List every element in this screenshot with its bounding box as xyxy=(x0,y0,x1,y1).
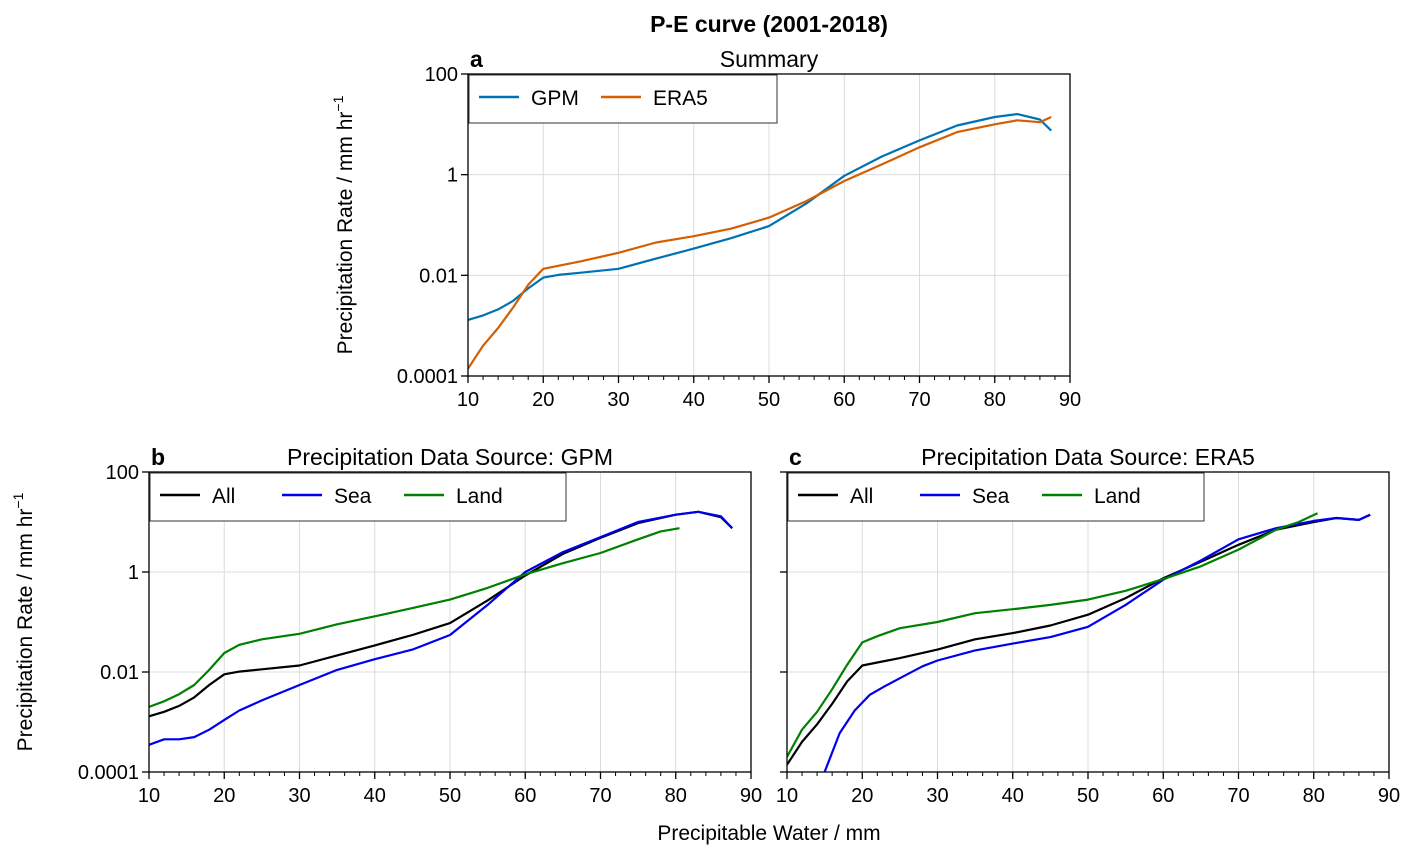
legend-box xyxy=(468,74,778,124)
legend-box xyxy=(149,472,567,522)
legend-label-all: All xyxy=(850,485,873,508)
x-tick-label: 80 xyxy=(984,389,1006,411)
y-axis-label-exponent: −1 xyxy=(330,95,346,111)
series-line-land xyxy=(787,512,1318,758)
x-tick-label: 20 xyxy=(532,389,554,411)
series-line-all xyxy=(149,510,733,718)
x-tick-label: 70 xyxy=(1227,785,1249,807)
x-tick-label: 50 xyxy=(1077,785,1099,807)
series-line-all xyxy=(787,513,1371,766)
figure-suptitle: P-E curve (2001-2018) xyxy=(650,11,888,37)
y-axis-label: Precipitation Rate / mm hr−1 xyxy=(10,492,37,751)
y-axis-label: Precipitation Rate / mm hr−1 xyxy=(330,95,357,354)
y-axis-label-exponent: −1 xyxy=(10,492,26,508)
x-tick-label: 80 xyxy=(1303,785,1325,807)
legend-box xyxy=(787,472,1205,522)
y-tick-label: 0.01 xyxy=(419,265,458,287)
panel-title: Summary xyxy=(720,46,819,72)
series-line-sea xyxy=(823,513,1371,772)
panel-label: b xyxy=(151,444,165,470)
y-tick-label: 100 xyxy=(425,64,458,86)
legend-label-gpm: GPM xyxy=(531,87,579,110)
x-tick-label: 30 xyxy=(288,785,310,807)
panel-label: a xyxy=(470,46,483,72)
x-tick-label: 10 xyxy=(776,785,798,807)
series-line-gpm xyxy=(468,112,1052,321)
y-axis-label-text: Precipitation Rate / mm hr xyxy=(14,509,37,752)
x-tick-label: 40 xyxy=(1002,785,1024,807)
y-tick-label: 100 xyxy=(106,462,139,484)
y-tick-label: 0.01 xyxy=(100,662,139,684)
x-tick-label: 30 xyxy=(607,389,629,411)
panel-title: Precipitation Data Source: GPM xyxy=(287,444,613,470)
legend-label-land: Land xyxy=(1094,485,1141,508)
legend-label-land: Land xyxy=(456,485,503,508)
x-tick-label: 10 xyxy=(138,785,160,807)
y-tick-label: 0.0001 xyxy=(78,762,139,784)
y-axis-label-text: Precipitation Rate / mm hr xyxy=(334,112,357,355)
panel-title: Precipitation Data Source: ERA5 xyxy=(921,444,1255,470)
x-tick-label: 30 xyxy=(926,785,948,807)
panel-c: 10 20 30 40 50 60 70 80 90 c Precipitation Data So… xyxy=(776,444,1400,807)
x-tick-label: 80 xyxy=(665,785,687,807)
x-tick-label: 60 xyxy=(514,785,536,807)
x-tick-label: 90 xyxy=(1059,389,1081,411)
y-tick-label: 1 xyxy=(128,562,139,584)
x-tick-label: 20 xyxy=(213,785,235,807)
x-tick-label: 60 xyxy=(1152,785,1174,807)
legend-label-sea: Sea xyxy=(334,485,372,508)
x-tick-label: 50 xyxy=(758,389,780,411)
x-tick-label: 70 xyxy=(908,389,930,411)
x-tick-label: 90 xyxy=(1378,785,1400,807)
y-tick-label: 1 xyxy=(447,165,458,187)
x-tick-label: 50 xyxy=(439,785,461,807)
panel-b: 10 20 30 40 50 60 70 80 90 0.0001 0.01 1 100 Precipit… xyxy=(10,444,762,807)
series-line-era5 xyxy=(468,116,1052,370)
x-tick-label: 20 xyxy=(851,785,873,807)
y-tick-label: 0.0001 xyxy=(397,366,458,388)
figure-shared-xlabel: Precipitable Water / mm xyxy=(657,822,880,845)
x-tick-label: 70 xyxy=(589,785,611,807)
panel-label: c xyxy=(789,444,802,470)
x-tick-label: 40 xyxy=(683,389,705,411)
x-tick-label: 90 xyxy=(740,785,762,807)
x-tick-label: 10 xyxy=(457,389,479,411)
panel-a: 10 20 30 40 50 60 70 80 90 0.0001 0.01 1 100 Precipit… xyxy=(330,46,1081,411)
series-line-sea xyxy=(149,510,733,746)
x-tick-label: 60 xyxy=(833,389,855,411)
legend-label-all: All xyxy=(212,485,235,508)
series-line-land xyxy=(149,527,680,708)
legend-label-sea: Sea xyxy=(972,485,1010,508)
x-tick-label: 40 xyxy=(364,785,386,807)
legend-label-era5: ERA5 xyxy=(653,87,708,110)
